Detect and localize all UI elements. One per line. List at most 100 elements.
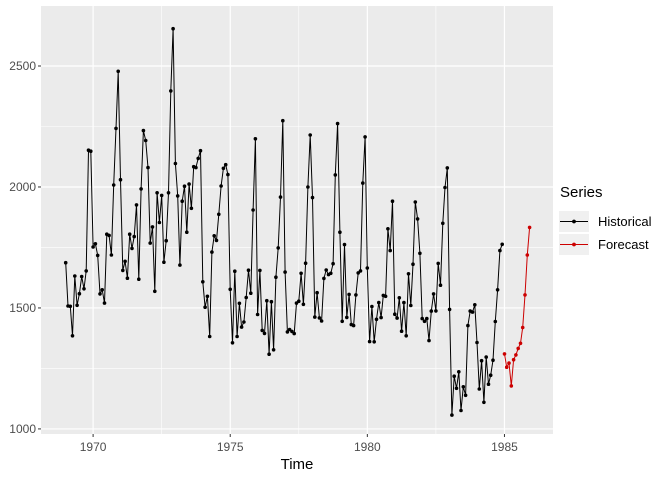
historical-data-point <box>146 165 150 170</box>
historical-data-point <box>488 373 493 378</box>
historical-data-point <box>335 121 340 126</box>
historical-data-point <box>438 283 443 288</box>
forecast-data-point <box>502 352 507 356</box>
historical-data-point <box>495 288 500 292</box>
historical-data-point <box>221 166 226 171</box>
legend-title: Series <box>560 184 603 201</box>
historical-data-point <box>95 253 100 258</box>
historical-data-point <box>466 323 470 328</box>
historical-data-point <box>157 220 162 225</box>
historical-data-point <box>212 234 216 238</box>
legend-item-forecast: Forecast <box>559 234 651 255</box>
historical-data-point <box>313 315 317 319</box>
historical-data-point <box>107 233 111 238</box>
historical-data-point <box>500 242 505 247</box>
historical-data-point <box>301 302 306 307</box>
forecast-data-point <box>527 225 532 230</box>
historical-data-point <box>338 230 342 234</box>
historical-data-point <box>262 331 267 336</box>
historical-data-point <box>171 26 175 31</box>
historical-data-point <box>182 184 187 188</box>
historical-data-point <box>429 309 434 313</box>
historical-data-point <box>255 312 260 317</box>
historical-data-point <box>159 193 164 198</box>
historical-data-point <box>447 307 452 312</box>
historical-data-point <box>260 328 265 333</box>
historical-data-point <box>82 287 86 291</box>
historical-data-point <box>148 241 152 245</box>
historical-data-point <box>141 128 146 133</box>
historical-data-point <box>111 183 116 187</box>
historical-data-point <box>370 304 374 309</box>
historical-data-point <box>137 277 141 282</box>
historical-data-point <box>205 294 210 299</box>
historical-data-point <box>361 181 365 185</box>
historical-data-point <box>347 292 351 297</box>
historical-data-point <box>79 274 84 279</box>
historical-data-point <box>351 323 356 328</box>
historical-data-point <box>180 199 184 203</box>
historical-data-point <box>214 238 219 243</box>
forecast-data-point <box>516 346 520 351</box>
historical-data-point <box>164 238 168 243</box>
historical-data-point <box>100 288 104 292</box>
historical-data-point <box>77 291 82 296</box>
y-tick-label: 1500 <box>9 300 36 315</box>
historical-data-point <box>413 200 418 204</box>
historical-data-point <box>345 315 349 320</box>
historical-data-point <box>185 230 189 234</box>
historical-data-point <box>418 251 422 256</box>
historical-data-point <box>203 305 207 310</box>
historical-data-point <box>317 316 322 320</box>
historical-data-point <box>219 184 223 188</box>
historical-data-point <box>249 291 253 296</box>
historical-data-point <box>189 206 194 211</box>
historical-data-point <box>63 260 68 265</box>
historical-data-point <box>114 126 118 131</box>
historical-data-point <box>175 194 180 198</box>
historical-data-point <box>91 245 95 249</box>
x-tick-label: 1980 <box>353 440 381 454</box>
historical-data-point <box>196 156 200 161</box>
historical-data-point <box>315 290 319 295</box>
historical-data-point <box>226 172 230 177</box>
historical-data-point <box>118 177 123 182</box>
historical-data-point <box>399 329 404 334</box>
historical-data-point <box>253 137 258 141</box>
forecast-data-point <box>525 253 530 257</box>
forecast-key-icon <box>559 234 589 255</box>
historical-data-point <box>207 334 212 339</box>
legend: Series Historical Forecast <box>559 184 651 257</box>
historical-data-point <box>269 299 274 304</box>
historical-data-point <box>365 266 370 270</box>
historical-data-point <box>134 203 139 207</box>
historical-data-point <box>228 287 232 292</box>
historical-data-point <box>484 355 489 359</box>
historical-data-point <box>116 69 120 74</box>
historical-data-point <box>393 312 397 317</box>
historical-data-point <box>169 89 173 93</box>
historical-data-point <box>299 271 303 276</box>
historical-data-point <box>233 269 237 274</box>
historical-data-point <box>441 221 445 226</box>
historical-data-point <box>70 334 75 338</box>
historical-data-point <box>402 300 406 305</box>
historical-data-point <box>425 316 429 321</box>
historical-data-point <box>187 182 191 186</box>
historical-data-point <box>493 319 498 324</box>
historical-data-point <box>127 232 132 236</box>
historical-data-point <box>331 261 335 266</box>
historical-data-point <box>75 303 79 308</box>
historical-data-point <box>109 253 114 257</box>
historical-data-point <box>367 339 372 344</box>
historical-data-point <box>409 303 413 308</box>
x-tick-label: 1985 <box>491 440 518 454</box>
historical-data-point <box>482 400 486 405</box>
x-tick-label: 1970 <box>79 440 107 454</box>
historical-data-point <box>477 387 482 391</box>
forecast-data-point <box>511 357 516 362</box>
historical-data-point <box>281 118 285 123</box>
forecast-data-point <box>523 293 527 297</box>
x-tick-label: 1975 <box>216 440 244 454</box>
historical-data-point <box>372 340 377 344</box>
